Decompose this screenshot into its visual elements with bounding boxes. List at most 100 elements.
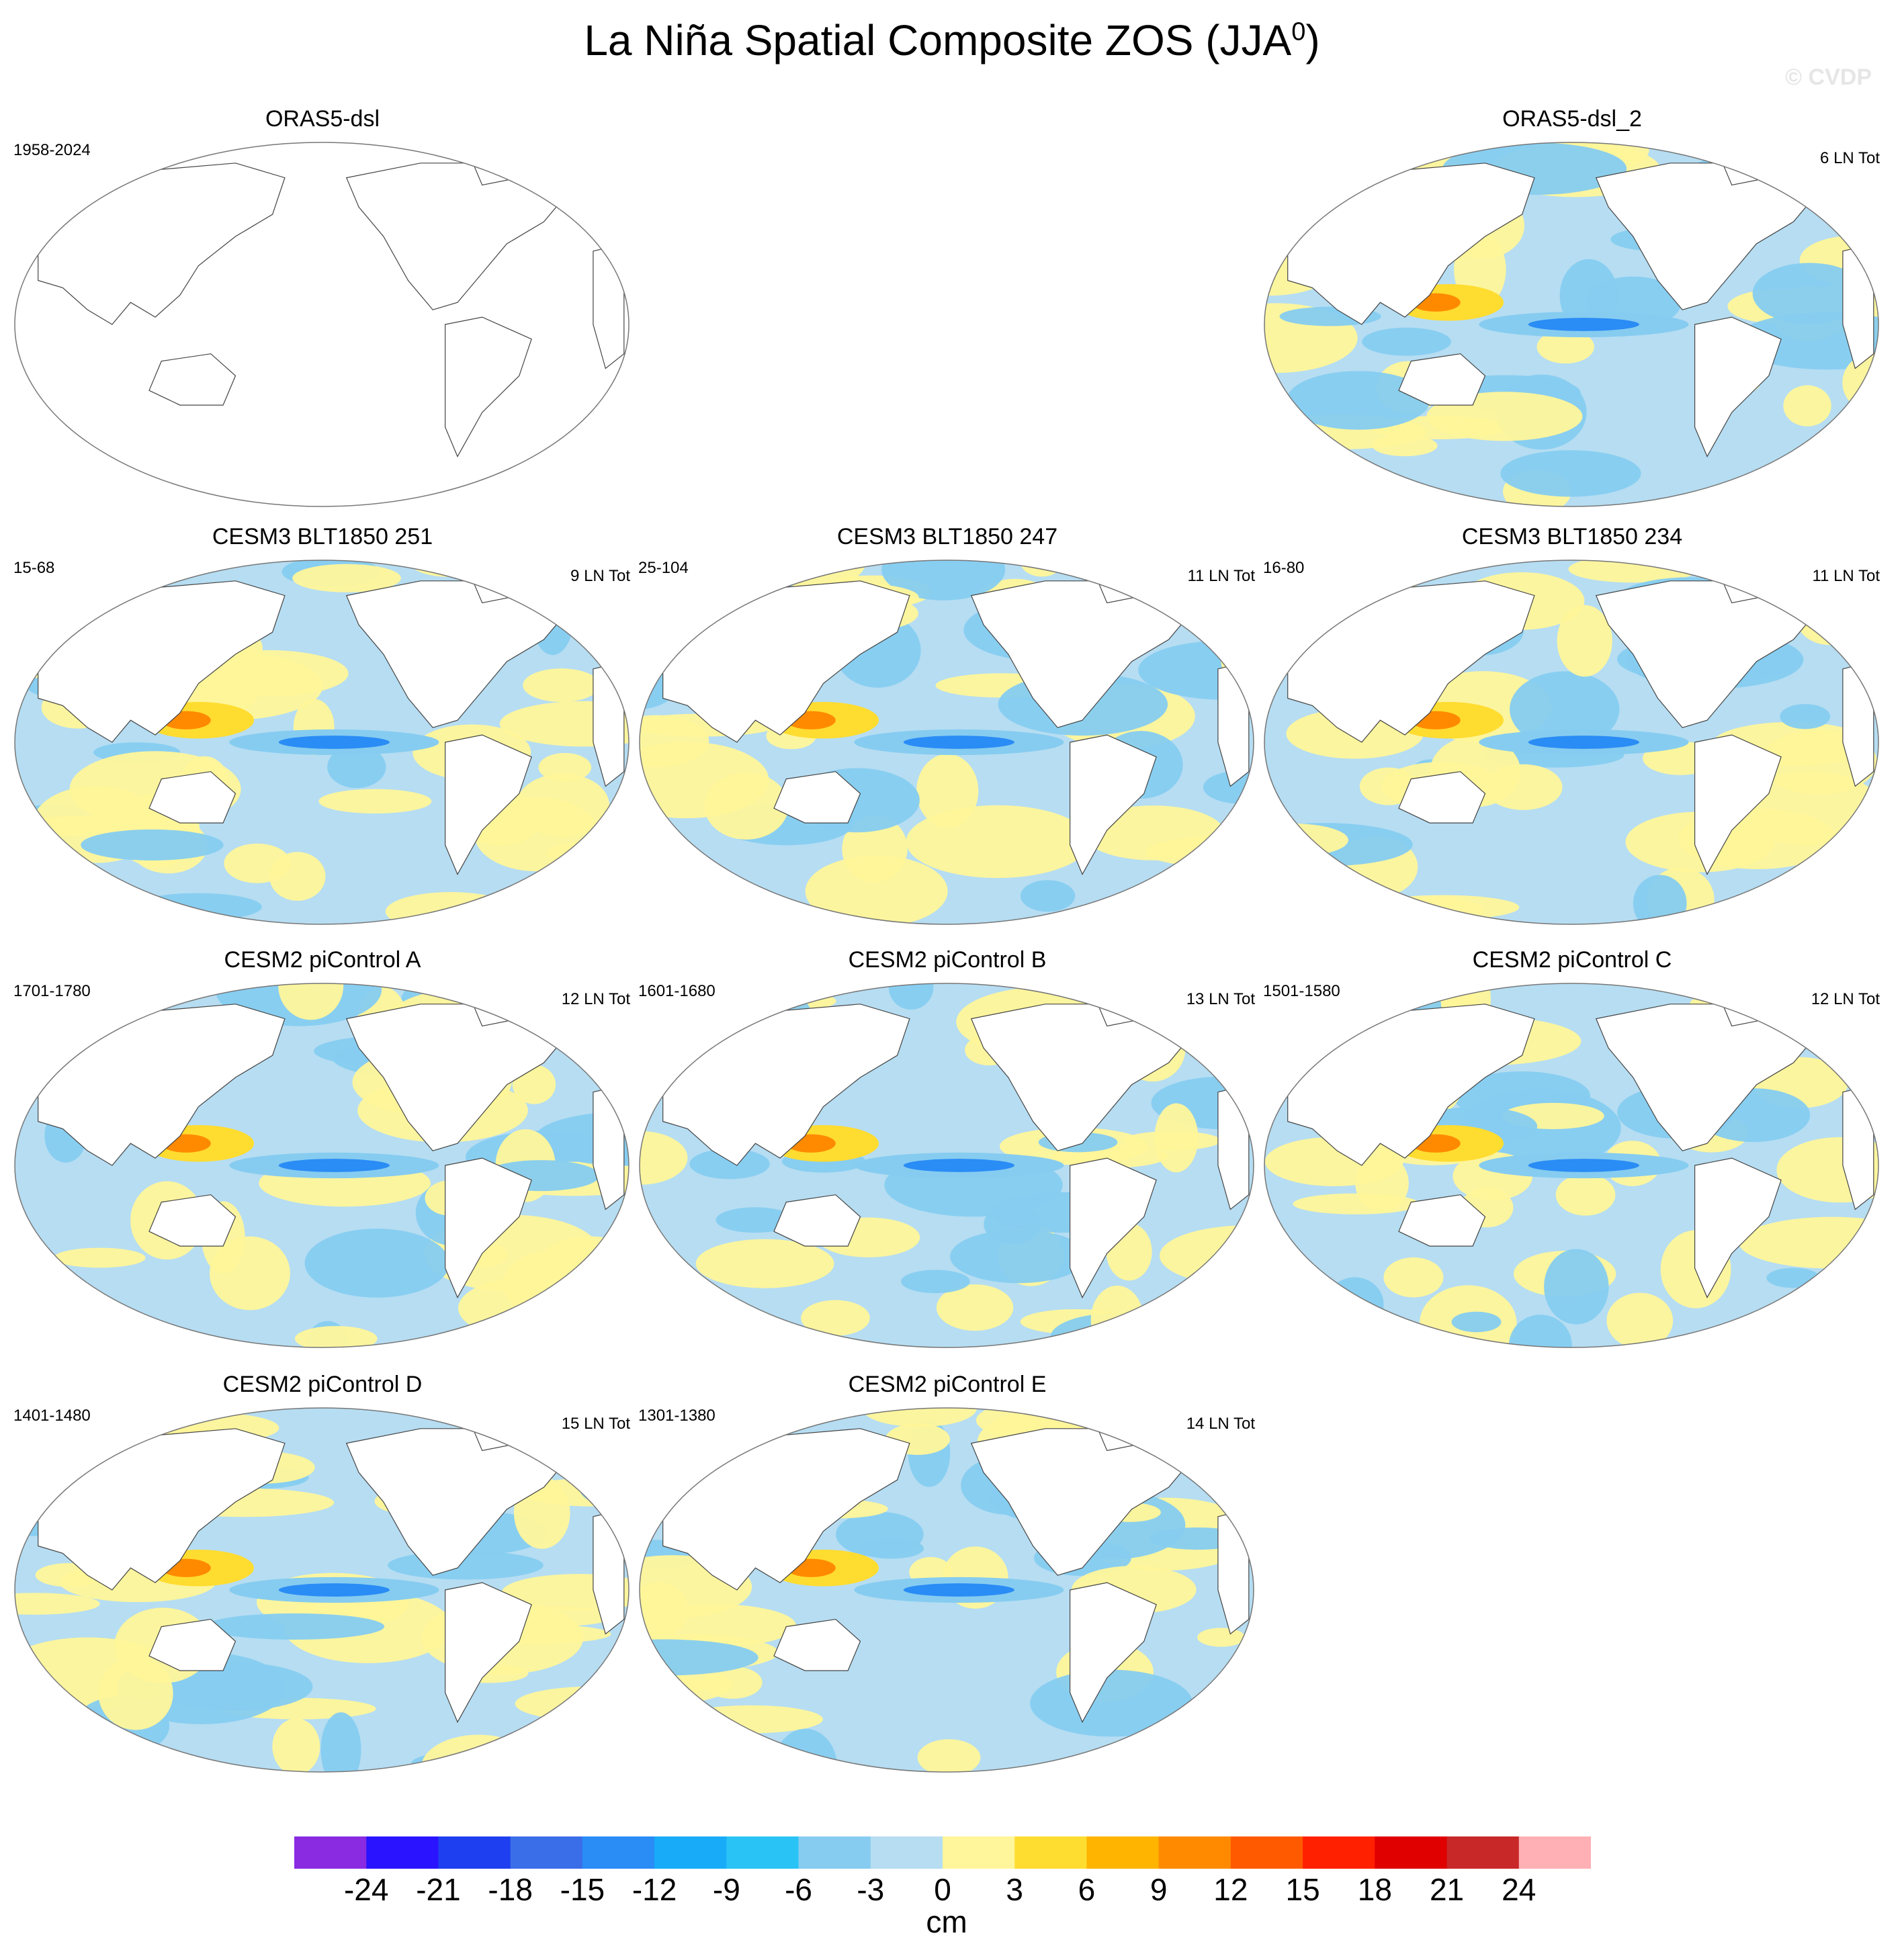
anomaly-blob [1264, 560, 1419, 575]
equatorial-cold-core [903, 1583, 1014, 1597]
panel-title: ORAS5-dsl [265, 106, 380, 132]
anomaly-blob [1287, 371, 1430, 430]
map-6 [639, 983, 1254, 1348]
map-border [14, 142, 630, 507]
anomaly-blob [881, 560, 1006, 601]
panel-event-count: 15 LN Tot [561, 1415, 630, 1433]
colorbar-tick-label: 15 [1285, 1872, 1320, 1907]
anomaly-blob [1326, 1277, 1384, 1332]
colorbar-tick-label: -6 [785, 1872, 812, 1907]
colorbar-bin [438, 1836, 511, 1869]
anomaly-blob [269, 852, 326, 901]
colorbar-bin [1518, 1836, 1591, 1869]
anomaly-blob [640, 1675, 709, 1695]
colorbar-tick-label: 0 [934, 1872, 951, 1907]
anomaly-blob [1030, 1669, 1193, 1737]
map-border [14, 1407, 630, 1773]
continent-outline [148, 771, 236, 824]
anomaly-blob [304, 1229, 449, 1298]
panel-event-count: 12 LN Tot [1811, 990, 1880, 1008]
anomaly-blob [1264, 1313, 1297, 1347]
colorbar-bin [654, 1836, 727, 1869]
colorbar [294, 1836, 1591, 1869]
continent-outline [593, 243, 625, 369]
anomaly-blob [421, 1734, 537, 1772]
equatorial-cold-core [278, 1583, 390, 1597]
anomaly-blob [950, 1229, 1088, 1284]
colorbar-tick-label: -15 [560, 1872, 605, 1907]
anomaly-blob [516, 773, 609, 838]
map-2 [14, 560, 630, 925]
anomaly-blob [901, 1270, 970, 1294]
map-border [1264, 142, 1879, 507]
continent-outline [662, 1004, 910, 1166]
cvdp-watermark: © CVDP [1785, 64, 1872, 90]
anomaly-blob [278, 983, 344, 1020]
anomaly-blob [1298, 142, 1431, 154]
anomaly-blob [1557, 605, 1612, 677]
anomaly-blob [703, 1666, 763, 1699]
panel-period-label: 25-104 [638, 559, 689, 577]
anomaly-blob [1338, 983, 1473, 1002]
colorbar-tick-label: -18 [488, 1872, 533, 1907]
continent-outline [445, 1157, 532, 1298]
panel-title: CESM3 BLT1850 251 [212, 524, 433, 549]
anomaly-blob [1776, 1137, 1878, 1203]
anomaly-blob [1293, 1193, 1420, 1214]
anomaly-blob [1377, 896, 1484, 924]
anomaly-blob [15, 1593, 100, 1615]
colorbar-tick-label: 18 [1357, 1872, 1392, 1907]
colorbar-tick-label: 6 [1078, 1872, 1096, 1907]
anomaly-blob [209, 1236, 290, 1311]
equatorial-cold-core [1528, 1159, 1639, 1172]
continent-outline [445, 1582, 532, 1723]
anomaly-blob [1555, 1173, 1616, 1216]
anomaly-blob [523, 668, 600, 703]
anomaly-blob [327, 746, 386, 789]
continent-outline [445, 734, 532, 875]
continent-outline [1398, 353, 1486, 406]
anomaly-blob [916, 754, 979, 828]
continent-outline [1398, 771, 1486, 824]
anomaly-blob [1383, 1257, 1444, 1298]
anomaly-blob [689, 1149, 770, 1180]
colorbar-tick-label: 12 [1213, 1872, 1248, 1907]
panel-event-count: 12 LN Tot [561, 990, 630, 1008]
panel-event-count: 13 LN Tot [1186, 990, 1255, 1008]
panel-title: CESM2 piControl D [222, 1372, 423, 1397]
anomaly-blob [1776, 449, 1878, 506]
anomaly-blob [548, 580, 629, 604]
map-border [639, 983, 1254, 1348]
colorbar-bin [798, 1836, 871, 1869]
anomaly-blob [1739, 1216, 1878, 1269]
anomaly-blob [1510, 671, 1620, 748]
anomaly-blob [53, 1247, 146, 1268]
colorbar-bin [870, 1836, 943, 1869]
continent-outline [445, 316, 532, 457]
colorbar-bin [726, 1836, 799, 1869]
map-border [1264, 983, 1879, 1348]
anomaly-blob [1372, 435, 1438, 457]
anomaly-blob [1780, 704, 1831, 729]
equatorial-cold-core [278, 736, 390, 749]
continent-outline [148, 353, 236, 406]
continent-outline [38, 163, 286, 325]
anomaly-blob [1500, 450, 1641, 497]
anomaly-blob [484, 1408, 578, 1443]
map-9 [639, 1407, 1254, 1773]
continent-outline [1694, 1157, 1782, 1298]
colorbar-bin [1230, 1836, 1303, 1869]
anomaly-blob [318, 789, 432, 814]
panel-period-label: 1601-1680 [638, 982, 716, 1000]
panel-title: ORAS5-dsl_2 [1502, 106, 1642, 132]
anomaly-blob [205, 1613, 385, 1640]
anomaly-blob [801, 1300, 870, 1336]
anomaly-blob [98, 1656, 173, 1730]
title-close-paren: ) [1305, 16, 1320, 64]
colorbar-tick-label: -9 [712, 1872, 740, 1907]
map-0 [14, 142, 630, 507]
colorbar-tick-label: 9 [1150, 1872, 1168, 1907]
continent-outline [1070, 1582, 1157, 1723]
panel-event-count: 14 LN Tot [1186, 1415, 1255, 1433]
anomaly-blob [1134, 1742, 1254, 1772]
